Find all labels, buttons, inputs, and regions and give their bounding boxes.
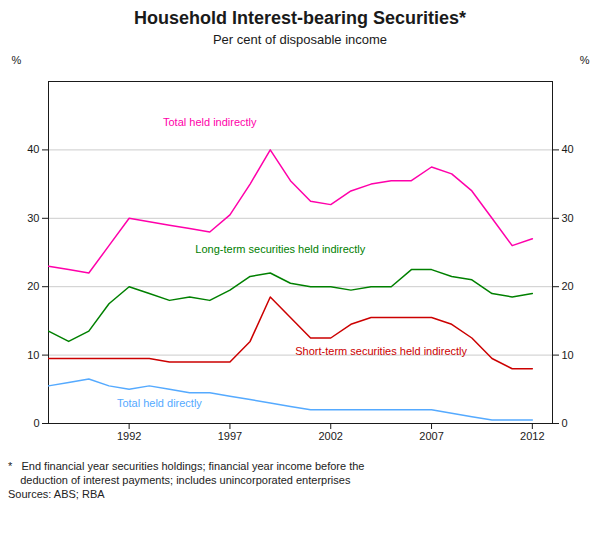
svg-text:0: 0 bbox=[562, 417, 568, 429]
svg-text:Total held indirectly: Total held indirectly bbox=[163, 116, 257, 128]
svg-text:1992: 1992 bbox=[117, 430, 141, 442]
svg-text:%: % bbox=[580, 54, 590, 66]
svg-text:2012: 2012 bbox=[520, 430, 544, 442]
svg-text:1997: 1997 bbox=[218, 430, 242, 442]
html-text:Per cent of disposable income: Per cent of disposable income bbox=[212, 31, 388, 47]
svg-text:Short-term securities held ind: Short-term securities held indirectly bbox=[295, 345, 467, 357]
svg-text:Long-term securities held indi: Long-term securities held indirectly bbox=[195, 243, 365, 255]
svg-text:20: 20 bbox=[562, 280, 574, 292]
svg-text:%: % bbox=[12, 54, 22, 66]
svg-text:2007: 2007 bbox=[419, 430, 443, 442]
svg-text:10: 10 bbox=[562, 349, 574, 361]
svg-text:2002: 2002 bbox=[318, 430, 342, 442]
svg-text:30: 30 bbox=[562, 212, 574, 224]
html-text:Sources: ABS; RBA: Sources: ABS; RBA bbox=[8, 488, 105, 501]
svg-text:10: 10 bbox=[27, 349, 39, 361]
svg-text:0: 0 bbox=[33, 417, 39, 429]
svg-text:40: 40 bbox=[27, 144, 39, 156]
svg-text:30: 30 bbox=[27, 212, 39, 224]
html-text:Household Interest-bearing Sec: Household Interest-bearing Securities* bbox=[134, 8, 466, 28]
html-text:deduction of interest payments: deduction of interest payments; includes… bbox=[8, 474, 351, 487]
svg-text:40: 40 bbox=[562, 144, 574, 156]
svg-text:Total held directly: Total held directly bbox=[117, 397, 202, 409]
svg-text:20: 20 bbox=[27, 280, 39, 292]
html-text:* End financial year securitie: * End financial year securities holdings… bbox=[8, 460, 365, 473]
